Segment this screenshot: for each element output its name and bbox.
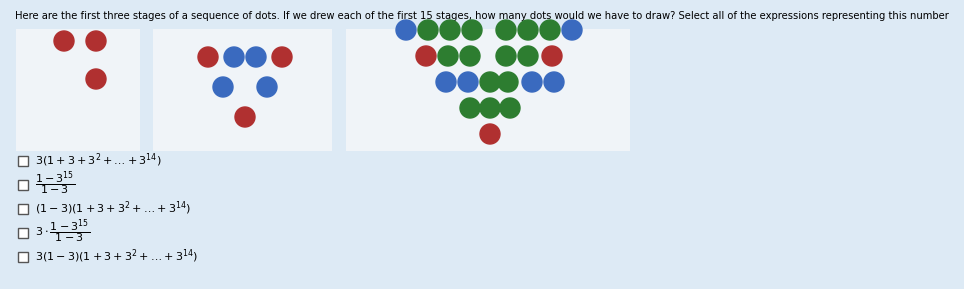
Circle shape <box>496 46 516 66</box>
Circle shape <box>418 20 438 40</box>
Circle shape <box>436 72 456 92</box>
FancyBboxPatch shape <box>18 204 28 214</box>
Circle shape <box>440 20 460 40</box>
FancyBboxPatch shape <box>153 29 332 151</box>
FancyBboxPatch shape <box>18 156 28 166</box>
Circle shape <box>272 47 292 67</box>
FancyBboxPatch shape <box>18 228 28 238</box>
Circle shape <box>54 31 74 51</box>
FancyBboxPatch shape <box>16 29 140 151</box>
Circle shape <box>522 72 542 92</box>
Circle shape <box>480 72 500 92</box>
Circle shape <box>86 69 106 89</box>
Circle shape <box>396 20 416 40</box>
FancyBboxPatch shape <box>346 29 630 151</box>
Text: Here are the first three stages of a sequence of dots. If we drew each of the fi: Here are the first three stages of a seq… <box>15 11 949 21</box>
Circle shape <box>86 31 106 51</box>
Circle shape <box>480 124 500 144</box>
Circle shape <box>257 77 277 97</box>
FancyBboxPatch shape <box>18 252 28 262</box>
Circle shape <box>540 20 560 40</box>
Circle shape <box>246 47 266 67</box>
Circle shape <box>224 47 244 67</box>
Circle shape <box>500 98 520 118</box>
Circle shape <box>213 77 233 97</box>
Circle shape <box>460 46 480 66</box>
FancyBboxPatch shape <box>18 180 28 190</box>
Circle shape <box>458 72 478 92</box>
Circle shape <box>416 46 436 66</box>
Circle shape <box>198 47 218 67</box>
Circle shape <box>498 72 518 92</box>
Text: $3(1+3+3^{2}+\ldots+3^{14})$: $3(1+3+3^{2}+\ldots+3^{14})$ <box>35 151 162 169</box>
Circle shape <box>518 46 538 66</box>
Circle shape <box>235 107 255 127</box>
Text: $3\cdot\dfrac{1-3^{15}}{1-3}$: $3\cdot\dfrac{1-3^{15}}{1-3}$ <box>35 218 90 246</box>
Circle shape <box>438 46 458 66</box>
Circle shape <box>562 20 582 40</box>
Circle shape <box>496 20 516 40</box>
Text: $\dfrac{1-3^{15}}{1-3}$: $\dfrac{1-3^{15}}{1-3}$ <box>35 170 75 198</box>
Text: $(1-3)(1+3+3^{2}+\ldots+3^{14})$: $(1-3)(1+3+3^{2}+\ldots+3^{14})$ <box>35 199 191 217</box>
Circle shape <box>460 98 480 118</box>
Text: $3(1-3)(1+3+3^{2}+\ldots+3^{14})$: $3(1-3)(1+3+3^{2}+\ldots+3^{14})$ <box>35 247 198 265</box>
Circle shape <box>518 20 538 40</box>
Circle shape <box>462 20 482 40</box>
Circle shape <box>542 46 562 66</box>
Circle shape <box>480 98 500 118</box>
Circle shape <box>544 72 564 92</box>
